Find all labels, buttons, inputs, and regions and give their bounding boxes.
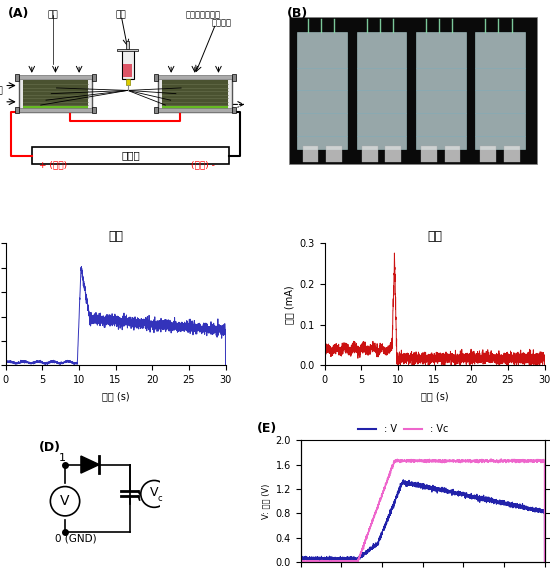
Bar: [117, 49, 138, 51]
Text: (E): (E): [257, 422, 277, 435]
Bar: [298, 32, 347, 149]
Bar: [154, 107, 158, 113]
Bar: [123, 64, 133, 77]
Bar: [232, 74, 235, 81]
Text: (D): (D): [40, 441, 62, 454]
Legend: : V, : Vc: : V, : Vc: [354, 420, 452, 438]
Text: プラスチック板: プラスチック板: [185, 11, 220, 19]
Text: 1: 1: [59, 453, 66, 463]
Text: + (背側): + (背側): [39, 160, 67, 169]
Bar: [19, 76, 92, 78]
Circle shape: [141, 481, 168, 507]
Text: ジグ: ジグ: [47, 11, 58, 19]
X-axis label: 時間 (s): 時間 (s): [421, 391, 448, 401]
Y-axis label: V: 電圧 (V): V: 電圧 (V): [261, 483, 270, 519]
Text: (腹側) -: (腹側) -: [191, 160, 214, 169]
Bar: [162, 106, 228, 108]
Bar: [23, 106, 89, 108]
Bar: [444, 146, 460, 162]
Bar: [232, 107, 235, 113]
Bar: [158, 108, 232, 111]
Text: 細管: 細管: [116, 11, 126, 19]
Circle shape: [51, 487, 80, 516]
X-axis label: 時間 (s): 時間 (s): [102, 391, 129, 401]
Title: 電流: 電流: [427, 230, 442, 243]
Bar: [19, 76, 92, 111]
Text: ゴム: ゴム: [0, 86, 3, 95]
Bar: [154, 74, 158, 81]
Bar: [386, 146, 401, 162]
Bar: [158, 76, 232, 111]
Bar: [302, 146, 318, 162]
Title: 電圧: 電圧: [108, 230, 123, 243]
Bar: [356, 32, 406, 149]
Bar: [475, 32, 525, 149]
Bar: [416, 32, 466, 149]
Bar: [92, 74, 96, 81]
Text: 0 (GND): 0 (GND): [55, 533, 97, 544]
Bar: [326, 146, 342, 162]
Text: V: V: [150, 486, 158, 499]
Bar: [15, 74, 19, 81]
Bar: [480, 146, 496, 162]
Bar: [125, 79, 130, 85]
Text: V: V: [60, 494, 70, 508]
Bar: [362, 146, 377, 162]
Bar: [126, 41, 129, 49]
Bar: [23, 80, 89, 107]
Text: (B): (B): [287, 7, 308, 20]
Bar: [92, 107, 96, 113]
Y-axis label: 電流 (mA): 電流 (mA): [284, 285, 294, 324]
Bar: [504, 146, 520, 162]
Bar: [15, 107, 19, 113]
Text: c: c: [158, 494, 162, 503]
Bar: [158, 76, 232, 78]
Bar: [19, 108, 92, 111]
Bar: [421, 146, 437, 162]
Text: 測定系: 測定系: [121, 151, 140, 161]
Polygon shape: [81, 456, 99, 473]
Bar: [122, 49, 134, 79]
Bar: [32, 148, 229, 164]
Text: 電気器官: 電気器官: [211, 19, 231, 28]
Text: (A): (A): [8, 7, 30, 20]
Bar: [162, 80, 228, 107]
